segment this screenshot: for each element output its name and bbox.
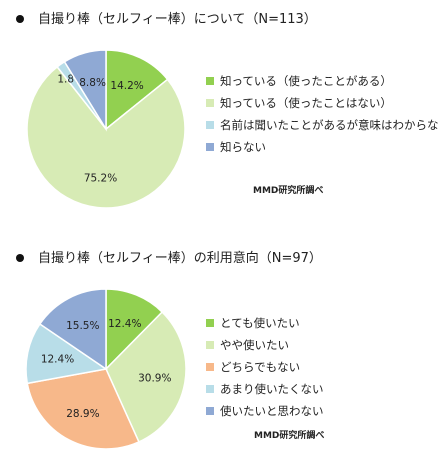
source-note: MMD研究所調べ xyxy=(253,186,324,196)
legend-label: どちらでもない xyxy=(220,360,301,374)
chart-title-text: 自撮り棒（セルフィー棒）の利用意向（N=97） xyxy=(38,251,322,266)
legend-swatch xyxy=(206,407,214,415)
legend-label: 使いたいと思わない xyxy=(220,404,324,418)
legend-item: あまり使いたくない xyxy=(206,379,324,399)
legend-item: 知っている（使ったことはない） xyxy=(206,93,440,113)
legend-label: とても使いたい xyxy=(220,316,300,330)
chart-title: 自撮り棒（セルフィー棒）について（N=113） xyxy=(16,8,317,27)
legend-item: やや使いたい xyxy=(206,335,324,355)
legend-label: やや使いたい xyxy=(220,338,289,352)
pie-slice xyxy=(105,288,164,371)
slice-data-label: 30.9% xyxy=(138,373,171,385)
legend-swatch xyxy=(206,363,214,371)
legend-label: 知らない xyxy=(220,140,266,154)
pie-slice xyxy=(38,288,107,371)
legend-label: 名前は聞いたことがあるが意味はわからない xyxy=(220,118,440,132)
pie-slice xyxy=(63,49,107,132)
pie-chart-awareness: 14.2%75.2%1.8%8.8% xyxy=(26,49,186,209)
legend-label: 知っている（使ったことはない） xyxy=(220,96,392,110)
legend-swatch xyxy=(206,319,214,327)
chart-title-text: 自撮り棒（セルフィー棒）について（N=113） xyxy=(38,12,317,27)
legend-item: とても使いたい xyxy=(206,313,324,333)
legend-swatch xyxy=(206,77,214,85)
legend-swatch xyxy=(206,99,214,107)
slice-data-label: 12.4% xyxy=(108,318,141,330)
legend-swatch xyxy=(206,341,214,349)
slice-data-label: 8.8% xyxy=(79,77,106,89)
legend-item: 名前は聞いたことがあるが意味はわからない xyxy=(206,115,440,135)
legend-swatch xyxy=(206,143,214,151)
legend-label: 知っている（使ったことがある） xyxy=(220,74,392,88)
slice-data-label: 75.2% xyxy=(84,173,117,185)
pie-slice xyxy=(26,65,186,209)
legend: 知っている（使ったことがある） 知っている（使ったことはない） 名前は聞いたことがあ… xyxy=(206,71,440,159)
chart-title: 自撮り棒（セルフィー棒）の利用意向（N=97） xyxy=(16,247,322,266)
pie-slice xyxy=(105,310,187,443)
bullet-icon xyxy=(16,253,24,262)
bullet-icon xyxy=(16,14,24,23)
chart-panel-awareness: 自撮り棒（セルフィー棒）について（N=113） 14.2% 75.2% 1.8% 8.… xyxy=(16,8,440,209)
pie-slice xyxy=(26,368,140,450)
pie-slice xyxy=(25,322,108,385)
chart-panel-intent: 自撮り棒（セルフィー棒）の利用意向（N=97） 12.4% 30.9% 28.9% 1… xyxy=(0,236,440,458)
slice-data-label: 12.4% xyxy=(41,354,74,366)
legend-item: 知らない xyxy=(206,137,440,157)
slice-data-label: 28.9% xyxy=(66,408,99,420)
pie-slice xyxy=(105,49,169,131)
slice-data-label: 14.2% xyxy=(110,80,143,92)
legend-swatch xyxy=(206,385,214,393)
pie-chart-intent: 12.4% 30.9% 28.9% 12.4% 15.5% xyxy=(25,288,187,450)
legend-item: 使いたいと思わない xyxy=(206,401,324,421)
legend-swatch xyxy=(206,121,214,129)
legend-item: 知っている（使ったことがある） xyxy=(206,71,440,91)
legend-item: どちらでもない xyxy=(206,357,324,377)
legend-label: あまり使いたくない xyxy=(220,382,324,396)
source-note: MMD研究所調べ xyxy=(254,431,325,441)
legend: とても使いたい やや使いたい どちらでもないあまり使いたくない 使いたいと思わない xyxy=(206,313,324,423)
slice-data-label: 15.5% xyxy=(66,320,99,332)
